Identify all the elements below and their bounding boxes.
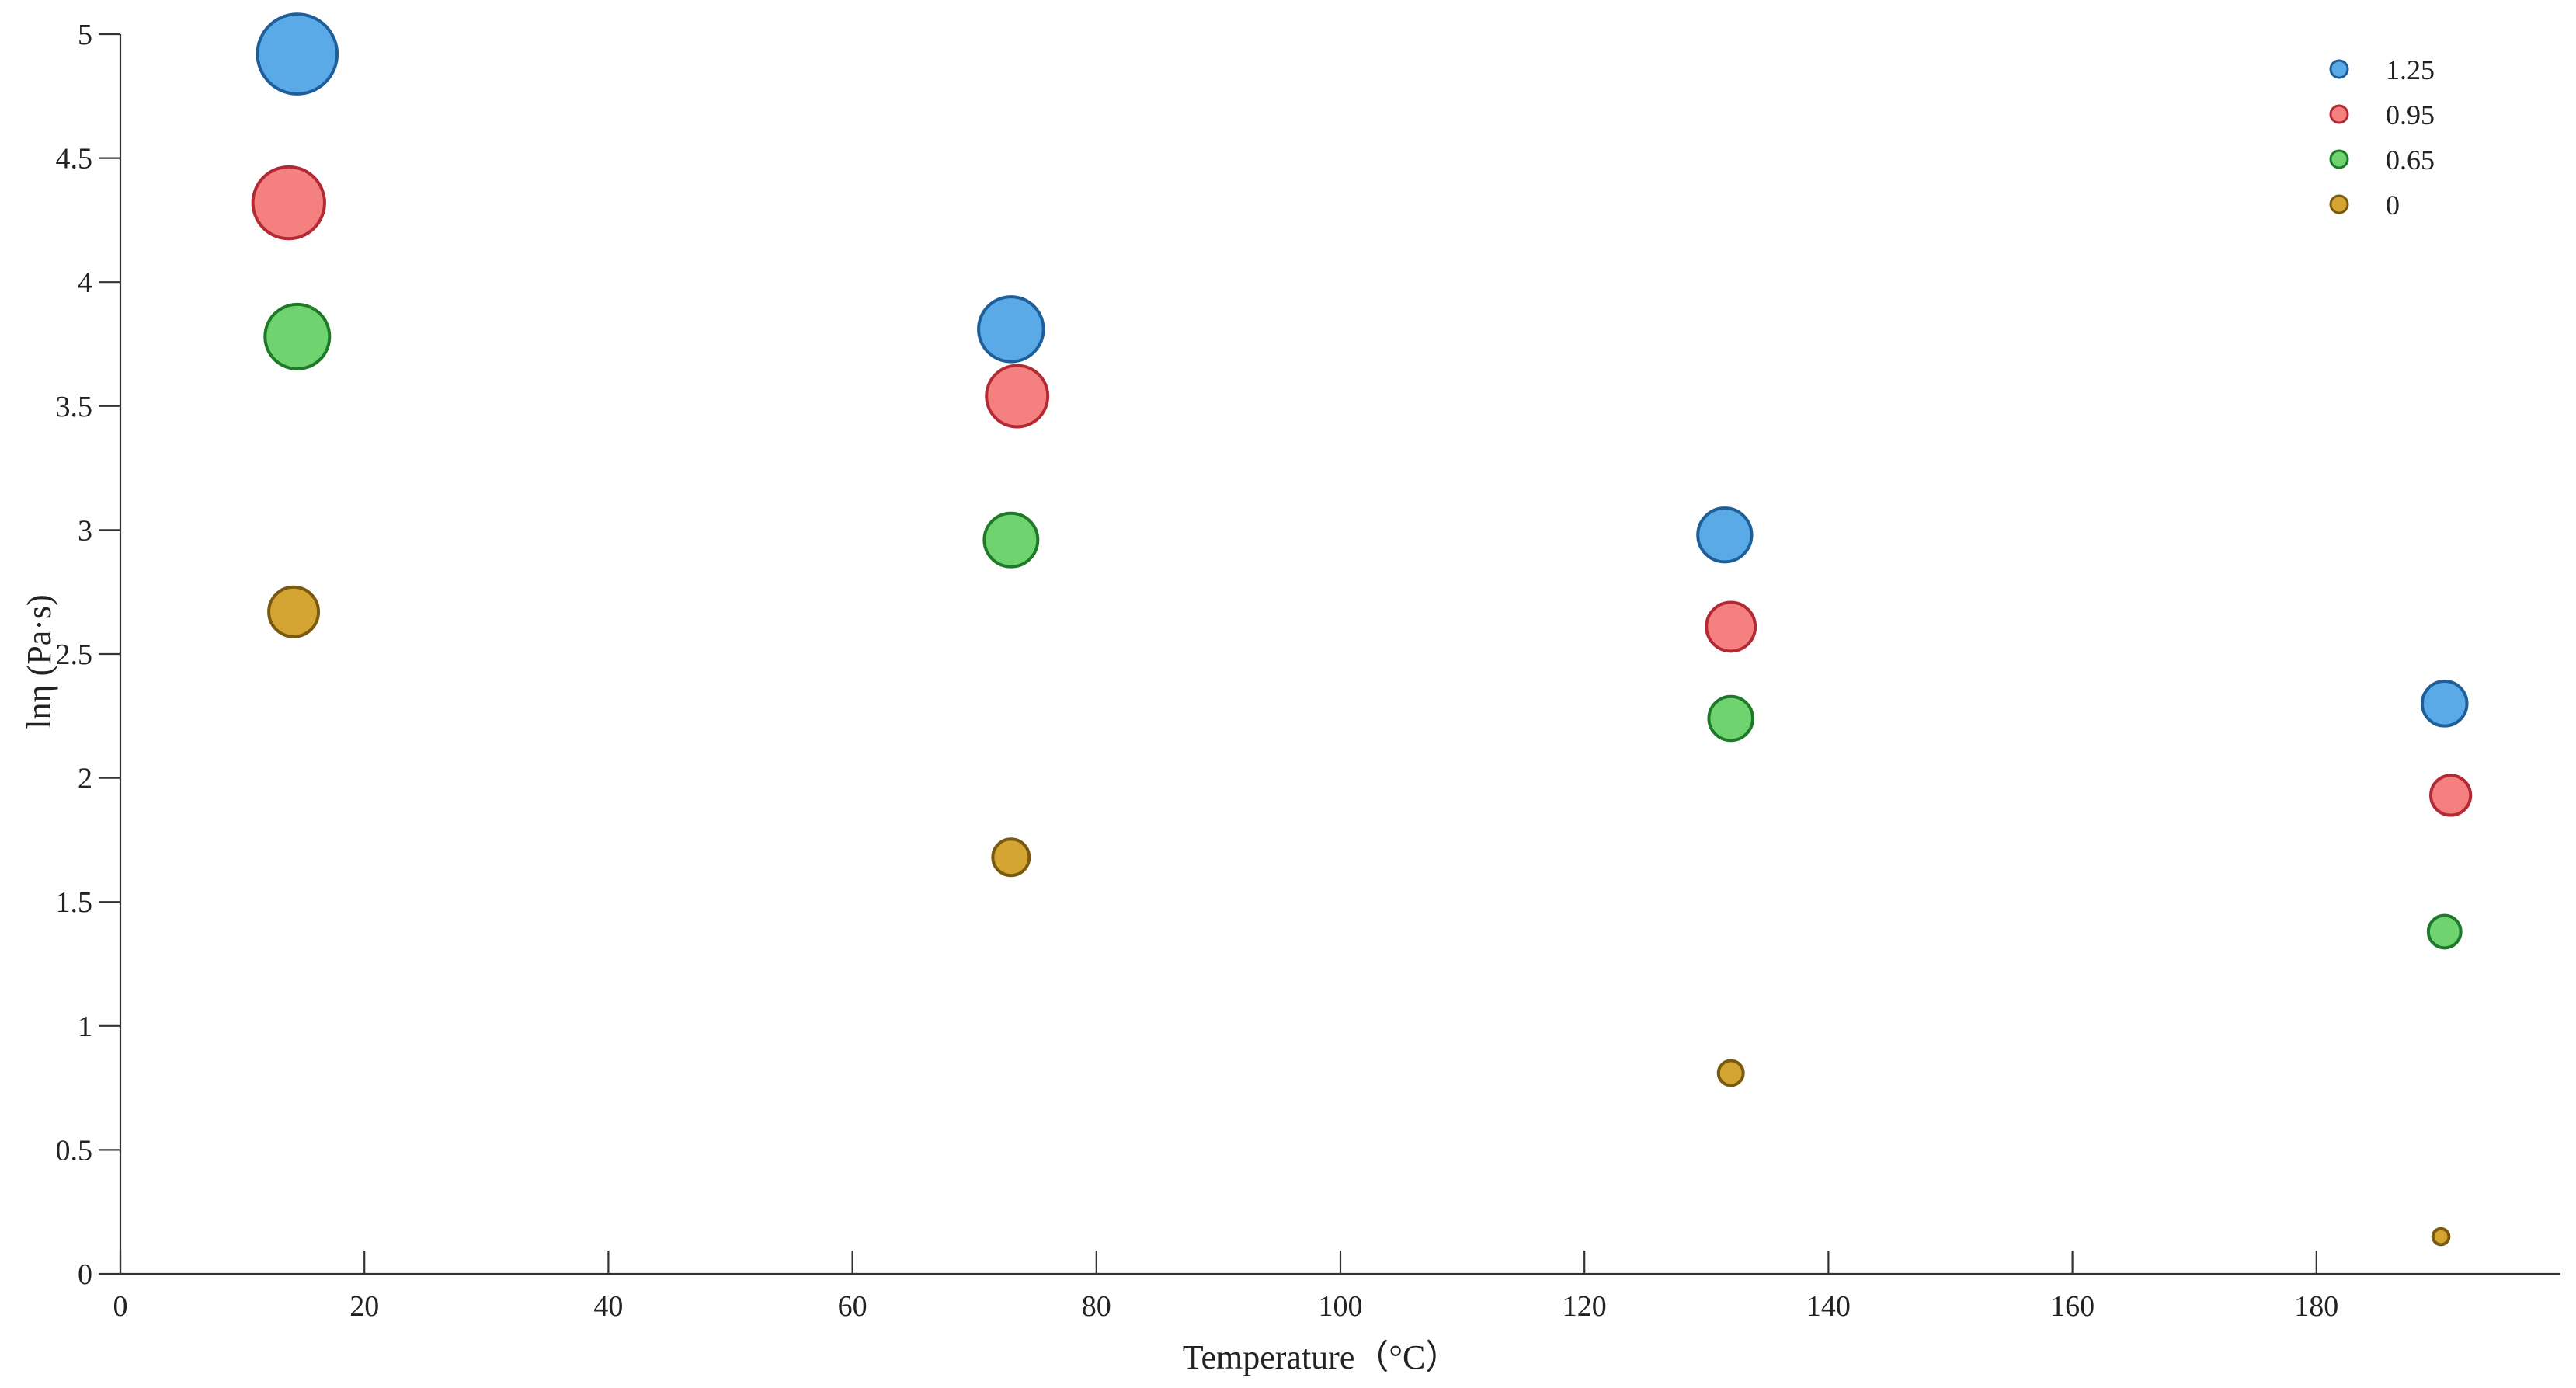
y-tick-label: 1.5 xyxy=(56,886,93,919)
y-axis-title: lnη (Pa·s) xyxy=(20,594,58,729)
y-tick-label: 2.5 xyxy=(56,638,93,671)
data-point xyxy=(1716,1059,1745,1087)
x-tick-label: 60 xyxy=(838,1290,867,1323)
x-tick-label: 80 xyxy=(1082,1290,1111,1323)
y-tick-label: 4 xyxy=(78,266,92,299)
legend-marker xyxy=(2329,194,2349,214)
x-axis-ticks: 0 20 40 60 80 100 120 140 160 180 xyxy=(113,1251,2338,1323)
data-point xyxy=(251,165,326,241)
data-point xyxy=(982,511,1040,569)
data-point xyxy=(2429,774,2473,817)
x-tick-label: 100 xyxy=(1319,1290,1363,1323)
x-axis-title: Temperature（°C） xyxy=(1183,1338,1460,1376)
data-point xyxy=(2431,1226,2451,1247)
axes: 0 20 40 60 80 100 120 140 160 180 00.511.522.533.… xyxy=(56,19,2560,1323)
y-tick-label: 1 xyxy=(78,1011,92,1043)
legend-marker xyxy=(2329,104,2349,124)
x-tick-label: 20 xyxy=(349,1290,379,1323)
x-tick-label: 140 xyxy=(1806,1290,1851,1323)
data-point xyxy=(991,837,1031,878)
y-tick-label: 3 xyxy=(78,514,92,547)
legend-label: 0.95 xyxy=(2386,99,2435,130)
x-tick-label: 0 xyxy=(113,1290,128,1323)
y-tick-label: 2 xyxy=(78,763,92,795)
y-axis-ticks: 0 0.5 1 1.5 2 2.5 3 3.5 4 4.5 5 xyxy=(56,19,120,1291)
data-point xyxy=(1707,694,1754,743)
data-point xyxy=(977,295,1045,364)
x-tick-label: 180 xyxy=(2294,1290,2338,1323)
data-point xyxy=(1705,600,1757,653)
x-tick-label: 120 xyxy=(1563,1290,1607,1323)
legend-marker xyxy=(2329,59,2349,79)
data-point xyxy=(2426,913,2463,950)
y-tick-label: 3.5 xyxy=(56,391,93,423)
data-point xyxy=(2420,680,2469,728)
legend-label: 1.25 xyxy=(2386,54,2435,85)
data-point xyxy=(985,364,1050,429)
x-tick-label: 160 xyxy=(2050,1290,2095,1323)
y-tick-label: 5 xyxy=(78,19,92,51)
legend-label: 0 xyxy=(2386,190,2400,221)
data-point xyxy=(267,585,321,638)
data-point xyxy=(256,12,339,96)
legend: 1.25 0.95 0.65 0 xyxy=(2329,54,2435,221)
legend-marker xyxy=(2329,149,2349,169)
plot-marks xyxy=(251,12,2473,1247)
legend-label: 0.65 xyxy=(2386,144,2435,176)
y-tick-label: 0 xyxy=(78,1258,92,1291)
data-point xyxy=(1696,506,1754,564)
data-point xyxy=(263,302,332,370)
y-tick-label: 4.5 xyxy=(56,143,93,176)
y-tick-label: 0.5 xyxy=(56,1134,93,1167)
x-tick-label: 40 xyxy=(593,1290,623,1323)
